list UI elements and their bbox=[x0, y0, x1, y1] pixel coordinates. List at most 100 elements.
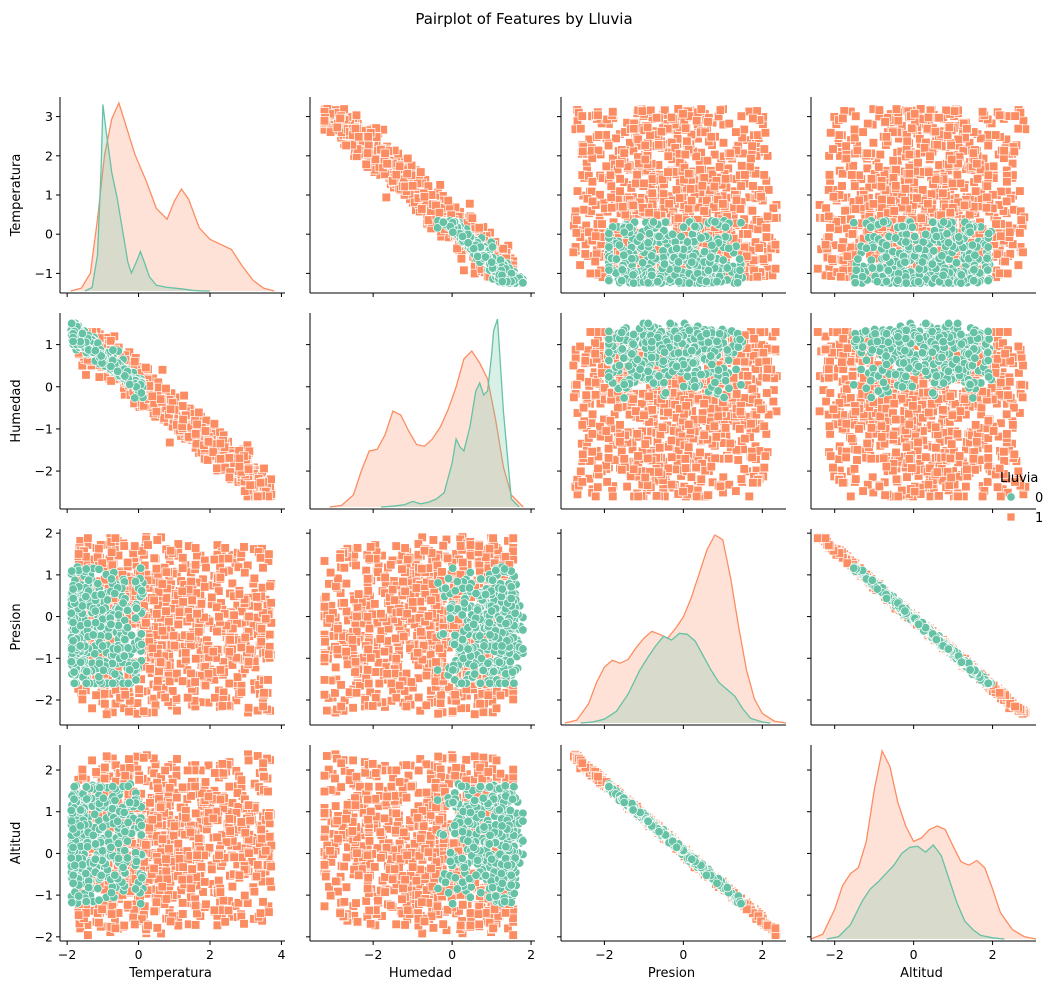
point-lluvia-1 bbox=[235, 462, 244, 471]
point-lluvia-0 bbox=[851, 278, 860, 287]
point-lluvia-1 bbox=[364, 132, 373, 141]
point-lluvia-1 bbox=[179, 415, 188, 424]
point-lluvia-0 bbox=[971, 251, 980, 260]
point-lluvia-0 bbox=[884, 266, 893, 275]
point-lluvia-1 bbox=[923, 124, 932, 133]
point-lluvia-1 bbox=[943, 131, 952, 140]
point-lluvia-1 bbox=[760, 145, 769, 154]
point-lluvia-1 bbox=[1019, 117, 1028, 126]
point-lluvia-0 bbox=[647, 252, 656, 261]
point-lluvia-0 bbox=[713, 277, 722, 286]
point-lluvia-1 bbox=[948, 179, 957, 188]
point-lluvia-1 bbox=[158, 366, 167, 375]
point-lluvia-0 bbox=[902, 279, 911, 288]
point-lluvia-1 bbox=[619, 202, 628, 211]
point-lluvia-1 bbox=[648, 189, 657, 198]
point-lluvia-1 bbox=[675, 194, 684, 203]
point-lluvia-1 bbox=[193, 420, 202, 429]
point-lluvia-0 bbox=[449, 228, 458, 237]
point-lluvia-1 bbox=[892, 166, 901, 175]
point-lluvia-1 bbox=[684, 204, 693, 213]
point-lluvia-1 bbox=[716, 106, 725, 115]
point-lluvia-1 bbox=[707, 133, 716, 142]
point-lluvia-0 bbox=[891, 234, 900, 243]
point-lluvia-0 bbox=[697, 234, 706, 243]
point-lluvia-0 bbox=[957, 271, 966, 280]
point-lluvia-1 bbox=[737, 112, 746, 121]
point-lluvia-1 bbox=[204, 438, 213, 447]
point-lluvia-1 bbox=[973, 159, 982, 168]
point-lluvia-1 bbox=[914, 158, 923, 167]
point-lluvia-1 bbox=[692, 116, 701, 125]
point-lluvia-0 bbox=[519, 279, 528, 288]
point-lluvia-1 bbox=[616, 175, 625, 184]
point-lluvia-1 bbox=[1002, 197, 1011, 206]
point-lluvia-1 bbox=[992, 220, 1001, 229]
point-lluvia-0 bbox=[984, 276, 993, 285]
point-lluvia-1 bbox=[869, 139, 878, 148]
point-lluvia-0 bbox=[719, 256, 728, 265]
point-lluvia-0 bbox=[943, 229, 952, 238]
point-lluvia-1 bbox=[468, 214, 477, 223]
point-lluvia-1 bbox=[875, 163, 884, 172]
point-lluvia-1 bbox=[195, 408, 204, 417]
point-lluvia-1 bbox=[362, 160, 371, 169]
point-lluvia-1 bbox=[835, 131, 844, 140]
point-lluvia-0 bbox=[914, 244, 923, 253]
point-lluvia-1 bbox=[877, 182, 886, 191]
point-lluvia-1 bbox=[748, 142, 757, 151]
point-lluvia-1 bbox=[703, 156, 712, 165]
point-lluvia-0 bbox=[928, 218, 937, 227]
point-lluvia-1 bbox=[607, 203, 616, 212]
point-lluvia-0 bbox=[645, 229, 654, 238]
point-lluvia-1 bbox=[420, 192, 429, 201]
point-lluvia-1 bbox=[424, 216, 433, 225]
point-lluvia-1 bbox=[841, 207, 850, 216]
point-lluvia-1 bbox=[850, 125, 859, 134]
point-lluvia-1 bbox=[945, 123, 954, 132]
point-lluvia-0 bbox=[970, 266, 979, 275]
point-lluvia-0 bbox=[939, 271, 948, 280]
point-lluvia-0 bbox=[702, 277, 711, 286]
point-lluvia-1 bbox=[927, 190, 936, 199]
point-lluvia-0 bbox=[605, 243, 614, 252]
point-lluvia-0 bbox=[691, 222, 700, 231]
point-lluvia-1 bbox=[732, 196, 741, 205]
point-lluvia-1 bbox=[657, 127, 666, 136]
point-lluvia-1 bbox=[466, 199, 475, 208]
point-lluvia-1 bbox=[965, 210, 974, 219]
point-lluvia-1 bbox=[664, 168, 673, 177]
point-lluvia-0 bbox=[723, 264, 732, 273]
point-lluvia-1 bbox=[142, 363, 151, 372]
point-lluvia-0 bbox=[852, 266, 861, 275]
point-lluvia-1 bbox=[762, 224, 771, 233]
point-lluvia-1 bbox=[905, 150, 914, 159]
y-tick-label: 1 bbox=[45, 188, 53, 203]
point-lluvia-1 bbox=[392, 170, 401, 179]
point-lluvia-1 bbox=[908, 124, 917, 133]
point-lluvia-1 bbox=[910, 110, 919, 119]
point-lluvia-1 bbox=[408, 182, 417, 191]
panel-grid: −10123Temperatura−2−101Humedad−2−1012Pre… bbox=[9, 97, 1036, 981]
point-lluvia-0 bbox=[498, 277, 507, 286]
point-lluvia-0 bbox=[944, 239, 953, 248]
point-lluvia-1 bbox=[747, 154, 756, 163]
point-lluvia-0 bbox=[679, 223, 688, 232]
point-lluvia-1 bbox=[1014, 261, 1023, 270]
point-lluvia-1 bbox=[417, 168, 426, 177]
point-lluvia-0 bbox=[644, 239, 653, 248]
point-lluvia-0 bbox=[932, 232, 941, 241]
point-lluvia-1 bbox=[1019, 248, 1028, 257]
point-lluvia-1 bbox=[457, 254, 466, 263]
point-lluvia-1 bbox=[771, 240, 780, 249]
chart-title: Pairplot of Features by Lluvia bbox=[415, 10, 632, 28]
point-lluvia-1 bbox=[569, 248, 578, 257]
point-lluvia-0 bbox=[711, 218, 720, 227]
point-lluvia-1 bbox=[698, 182, 707, 191]
point-lluvia-0 bbox=[862, 244, 871, 253]
point-lluvia-1 bbox=[978, 108, 987, 117]
point-lluvia-1 bbox=[843, 252, 852, 261]
point-lluvia-1 bbox=[920, 144, 929, 153]
point-lluvia-1 bbox=[960, 201, 969, 210]
point-lluvia-0 bbox=[918, 258, 927, 267]
